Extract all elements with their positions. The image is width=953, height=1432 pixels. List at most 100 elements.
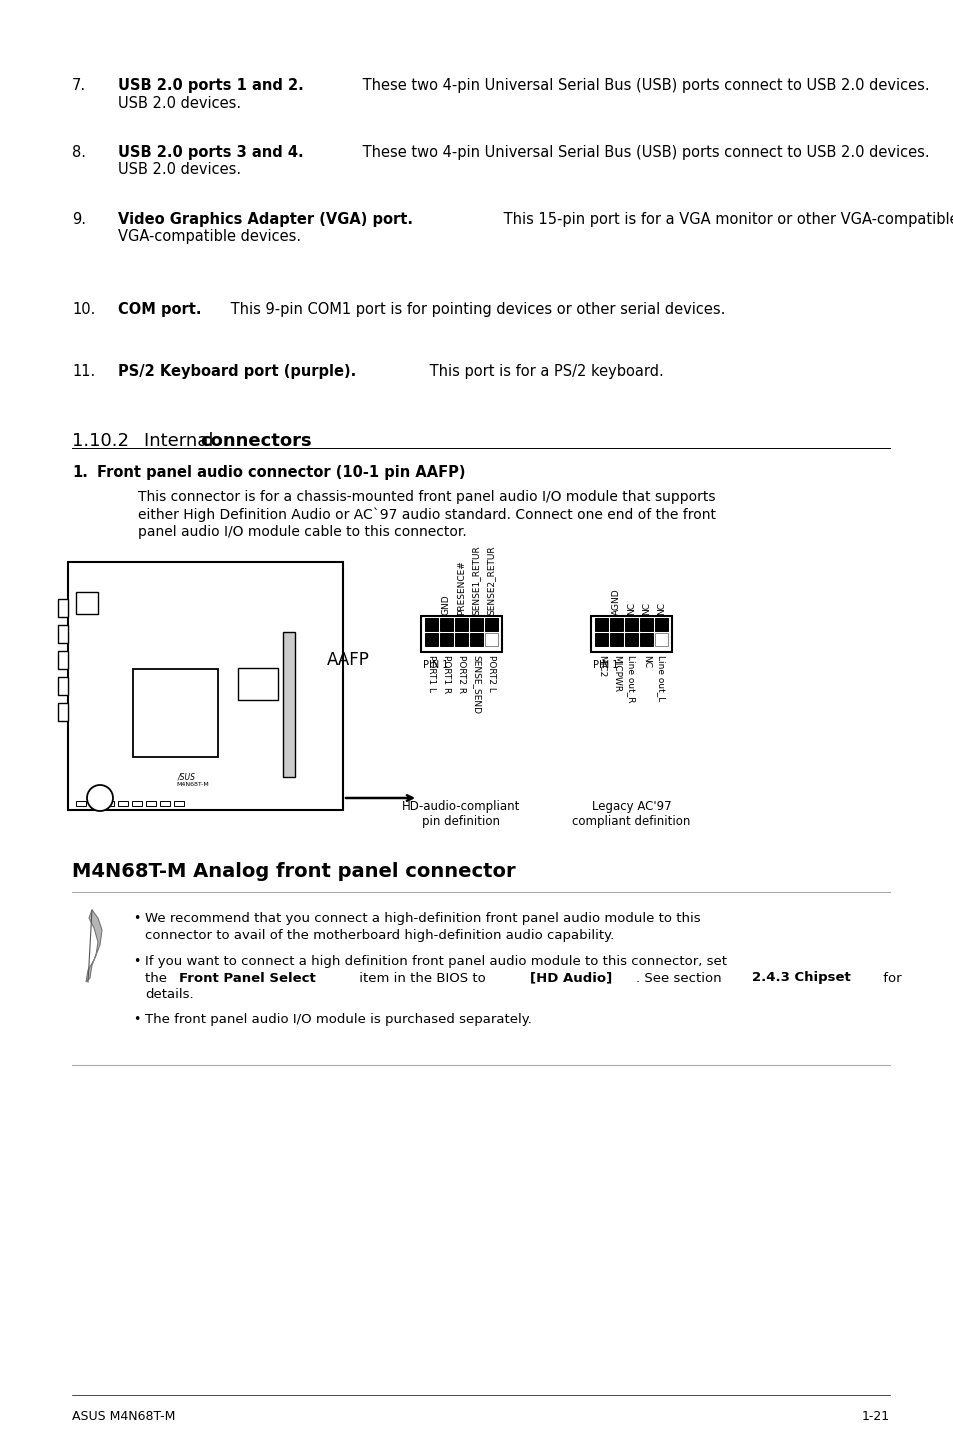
Text: •: • — [132, 1012, 140, 1025]
Text: PIN 1: PIN 1 — [593, 660, 618, 670]
Text: Internal: Internal — [144, 432, 219, 450]
Bar — [639, 619, 652, 632]
Text: NC: NC — [657, 601, 665, 614]
Bar — [595, 619, 607, 632]
Bar — [160, 800, 170, 806]
Text: •: • — [132, 955, 140, 968]
Text: This connector is for a chassis-mounted front panel audio I/O module that suppor: This connector is for a chassis-mounted … — [138, 490, 715, 504]
Text: PORT1 L: PORT1 L — [427, 654, 436, 692]
Bar — [624, 633, 638, 646]
Text: Line out_R: Line out_R — [626, 654, 636, 703]
Text: the: the — [145, 971, 172, 985]
Bar — [237, 667, 277, 700]
Bar — [104, 800, 113, 806]
Bar — [283, 632, 294, 778]
Text: 8.: 8. — [71, 145, 86, 160]
Text: for: for — [878, 971, 901, 985]
Text: This port is for a PS/2 keyboard.: This port is for a PS/2 keyboard. — [425, 364, 663, 379]
Bar — [420, 616, 501, 652]
Text: The front panel audio I/O module is purchased separately.: The front panel audio I/O module is purc… — [145, 1012, 532, 1025]
Bar — [609, 633, 622, 646]
Text: USB 2.0 devices.: USB 2.0 devices. — [118, 96, 241, 110]
Bar — [439, 633, 453, 646]
Text: M4N68T-M Analog front panel connector: M4N68T-M Analog front panel connector — [71, 862, 515, 881]
Text: 1-21: 1-21 — [861, 1411, 889, 1423]
Bar — [470, 633, 482, 646]
Text: PRESENCE#: PRESENCE# — [456, 560, 465, 614]
Text: details.: details. — [145, 988, 193, 1001]
Text: 7.: 7. — [71, 77, 86, 93]
Text: COM port.: COM port. — [118, 302, 201, 316]
Text: •: • — [132, 912, 140, 925]
Text: USB 2.0 ports 3 and 4.: USB 2.0 ports 3 and 4. — [118, 145, 303, 160]
Bar — [132, 800, 142, 806]
Bar — [590, 616, 671, 652]
Text: GND: GND — [441, 594, 451, 614]
Bar — [655, 633, 667, 646]
Text: We recommend that you connect a high-definition front panel audio module to this: We recommend that you connect a high-def… — [145, 912, 700, 925]
Text: SENSE2_RETUR: SENSE2_RETUR — [486, 546, 496, 614]
Bar — [470, 619, 482, 632]
Text: PORT2 L: PORT2 L — [486, 654, 496, 692]
Text: Front Panel Select: Front Panel Select — [178, 971, 315, 985]
Bar — [655, 619, 667, 632]
Text: 1.10.2: 1.10.2 — [71, 432, 129, 450]
Bar — [90, 800, 100, 806]
Text: NC: NC — [626, 601, 636, 614]
Text: USB 2.0 devices.: USB 2.0 devices. — [118, 162, 241, 178]
Text: Legacy AC'97
compliant definition: Legacy AC'97 compliant definition — [572, 800, 690, 828]
Bar — [76, 800, 86, 806]
Bar — [118, 800, 128, 806]
Text: item in the BIOS to: item in the BIOS to — [355, 971, 490, 985]
Text: 9.: 9. — [71, 212, 86, 228]
Text: Front panel audio connector (10-1 pin AAFP): Front panel audio connector (10-1 pin AA… — [97, 465, 465, 480]
Text: HD-audio-compliant
pin definition: HD-audio-compliant pin definition — [402, 800, 520, 828]
Text: either High Definition Audio or AC`97 audio standard. Connect one end of the fro: either High Definition Audio or AC`97 au… — [138, 507, 716, 523]
Bar — [424, 619, 437, 632]
Text: SENSE1_RETUR: SENSE1_RETUR — [472, 546, 480, 614]
Text: This 15-pin port is for a VGA monitor or other VGA-compatible devices.: This 15-pin port is for a VGA monitor or… — [498, 212, 953, 228]
Text: MICPWR: MICPWR — [612, 654, 620, 692]
Text: USB 2.0 ports 1 and 2.: USB 2.0 ports 1 and 2. — [118, 77, 303, 93]
Bar — [455, 633, 468, 646]
Bar — [439, 619, 453, 632]
Text: 1.: 1. — [71, 465, 88, 480]
Text: 2.4.3 Chipset: 2.4.3 Chipset — [751, 971, 849, 985]
Text: 10.: 10. — [71, 302, 95, 316]
Text: This 9-pin COM1 port is for pointing devices or other serial devices.: This 9-pin COM1 port is for pointing dev… — [226, 302, 724, 316]
Text: SENSE_SEND: SENSE_SEND — [472, 654, 480, 715]
Text: AAFP: AAFP — [327, 652, 370, 669]
Bar — [58, 677, 68, 695]
Text: NC: NC — [641, 654, 650, 667]
Text: /SUS: /SUS — [178, 772, 195, 780]
Bar — [58, 599, 68, 617]
Bar — [76, 591, 98, 614]
Bar — [58, 624, 68, 643]
Bar — [173, 800, 184, 806]
Circle shape — [87, 785, 112, 811]
Text: PS/2 Keyboard port (purple).: PS/2 Keyboard port (purple). — [118, 364, 355, 379]
Text: connectors: connectors — [200, 432, 312, 450]
Text: [HD Audio]: [HD Audio] — [529, 971, 611, 985]
Text: NC: NC — [641, 601, 650, 614]
Text: Line out_L: Line out_L — [657, 654, 665, 702]
Text: PORT1 R: PORT1 R — [441, 654, 451, 693]
Text: Video Graphics Adapter (VGA) port.: Video Graphics Adapter (VGA) port. — [118, 212, 413, 228]
Bar — [609, 619, 622, 632]
Text: AGND: AGND — [612, 589, 620, 614]
Text: panel audio I/O module cable to this connector.: panel audio I/O module cable to this con… — [138, 526, 466, 538]
Bar — [146, 800, 156, 806]
Text: ASUS M4N68T-M: ASUS M4N68T-M — [71, 1411, 175, 1423]
Bar — [132, 669, 218, 758]
Text: VGA-compatible devices.: VGA-compatible devices. — [118, 229, 301, 245]
Bar — [595, 633, 607, 646]
Bar — [624, 619, 638, 632]
Text: These two 4-pin Universal Serial Bus (USB) ports connect to USB 2.0 devices.: These two 4-pin Universal Serial Bus (US… — [357, 77, 928, 93]
Text: PIN 1: PIN 1 — [422, 660, 448, 670]
Bar — [58, 703, 68, 720]
Text: PORT2 R: PORT2 R — [456, 654, 465, 693]
Bar — [424, 633, 437, 646]
Bar — [639, 633, 652, 646]
Text: 11.: 11. — [71, 364, 95, 379]
Text: M4N68T-M: M4N68T-M — [175, 782, 209, 788]
